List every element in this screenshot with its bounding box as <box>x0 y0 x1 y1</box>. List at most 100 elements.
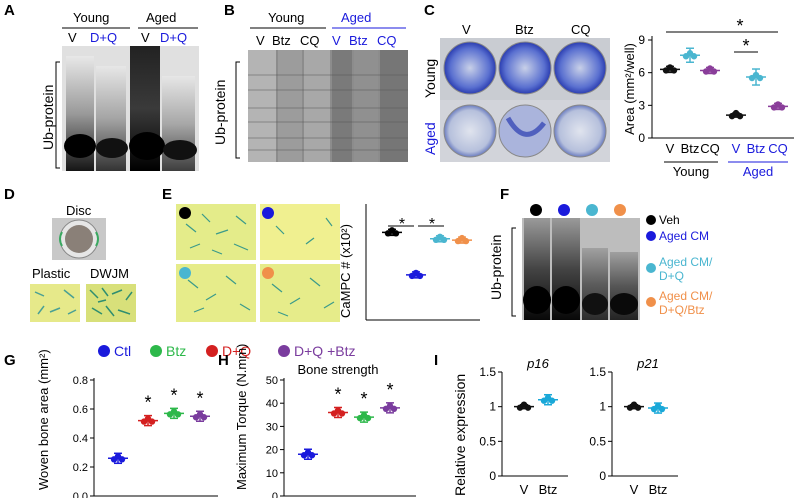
y-axis-label: Relative expression <box>452 373 468 496</box>
y-axis-label: Area (mm²/well) <box>622 43 637 135</box>
bracket <box>55 61 60 169</box>
column-label: CQ <box>571 22 591 37</box>
panel-label-i: I <box>434 352 439 369</box>
legend-marker <box>646 297 656 307</box>
group-underline <box>250 27 406 29</box>
y-tick-label: 40 <box>266 398 278 410</box>
significance-star: * <box>386 380 393 400</box>
legend-marker <box>278 345 290 357</box>
y-axis-label: Maximum Torque (N.mm) <box>234 343 249 490</box>
y-tick-label: 20 <box>266 445 278 457</box>
significance-star: * <box>196 388 203 408</box>
lane-color-markers <box>530 204 626 216</box>
disc-label: Disc <box>66 203 92 218</box>
western-blot-image <box>62 46 199 171</box>
y-tick-label: 9 <box>638 33 645 47</box>
legend-marker <box>646 263 656 273</box>
data-point <box>304 449 312 456</box>
lane-label: D+Q <box>160 30 188 45</box>
y-tick-label: 0 <box>599 469 606 483</box>
legend-label: Aged CM/ <box>659 255 713 269</box>
panel-label-e: E <box>162 186 173 203</box>
chart-i-p21: p21 0 0.5 1 1.5 V Btz <box>589 356 678 497</box>
x-tick-label: V <box>732 141 741 156</box>
row-label-aged: Aged <box>422 122 438 155</box>
significance-star: * <box>334 384 341 404</box>
lane-label: V <box>256 33 265 48</box>
data-point <box>686 50 694 57</box>
legend-label: Aged CM/ <box>659 289 713 303</box>
group-label: Aged <box>743 164 773 179</box>
panel-label-f: F <box>500 186 510 203</box>
significance-star: * <box>399 216 405 233</box>
group-label-young: Young <box>268 10 305 25</box>
data-point <box>334 407 342 414</box>
lane-label: V <box>332 33 341 48</box>
legend-label: Veh <box>659 213 680 227</box>
legend-g: Ctl Btz D+Q D+Q +Btz <box>98 343 355 359</box>
data-point <box>544 394 552 401</box>
group-label-aged: Aged <box>146 10 177 25</box>
panel-label-b: B <box>224 2 235 19</box>
y-tick-label: 1 <box>599 400 606 414</box>
data-point <box>412 269 420 277</box>
significance-star: * <box>429 216 435 233</box>
data-point <box>170 408 178 415</box>
x-tick-label: CQ <box>768 141 788 156</box>
y-tick-label: 0.2 <box>73 462 88 474</box>
x-tick-label: Btz <box>649 482 668 497</box>
significance-star: * <box>170 385 177 405</box>
lane-label: CQ <box>300 33 320 48</box>
panel-label-d: D <box>4 186 15 203</box>
x-tick-label: CQ <box>700 141 720 156</box>
column-label: Btz <box>515 22 534 37</box>
x-tick-label: Btz <box>539 482 558 497</box>
y-tick-label: 3 <box>638 98 645 112</box>
legend-label: Ctl <box>114 343 131 359</box>
legend-label: D+Q <box>659 269 684 283</box>
group-underline <box>62 27 198 29</box>
legend-marker <box>206 345 218 357</box>
data-point <box>630 401 638 408</box>
western-blot-image <box>522 218 640 320</box>
x-tick-label: V <box>630 482 639 497</box>
data-point <box>436 233 444 240</box>
x-tick-label: V <box>666 141 675 156</box>
group-label-young: Young <box>73 10 110 25</box>
data-point <box>520 401 528 408</box>
legend-label: Btz <box>166 343 186 359</box>
y-tick-label: 0.5 <box>479 434 496 448</box>
chart-title: p21 <box>636 356 659 371</box>
lane-label: CQ <box>377 33 397 48</box>
significance-star: * <box>742 36 749 56</box>
data-point <box>360 411 368 419</box>
legend-marker <box>150 345 162 357</box>
lane-label: Btz <box>272 33 291 48</box>
chart-title: p16 <box>526 356 549 371</box>
x-tick-label: Btz <box>681 141 700 156</box>
y-tick-label: 0.0 <box>73 491 88 498</box>
lane-label: V <box>68 30 77 45</box>
legend-marker <box>646 215 656 225</box>
y-tick-label: 1.5 <box>479 365 496 379</box>
y-tick-label: 0.6 <box>73 404 88 416</box>
data-point <box>114 453 122 460</box>
data-point <box>732 109 740 117</box>
y-tick-label: 0 <box>489 469 496 483</box>
data-point <box>654 402 662 410</box>
row-label-young: Young <box>422 58 438 98</box>
panel-label-c: C <box>424 2 435 19</box>
data-point <box>196 411 204 418</box>
panel-label-g: G <box>4 352 16 369</box>
plastic-label: Plastic <box>32 266 71 281</box>
data-point <box>752 71 760 79</box>
y-tick-label: 30 <box>266 421 278 433</box>
lane-label: D+Q <box>90 30 118 45</box>
y-axis-label: Ub-protein <box>488 234 504 300</box>
dwjm-cell-image <box>86 284 136 322</box>
data-point <box>458 234 466 242</box>
chart-i-p16: p16 0 0.5 1 1.5 V Btz <box>479 356 568 497</box>
group-label-aged: Aged <box>341 10 372 25</box>
